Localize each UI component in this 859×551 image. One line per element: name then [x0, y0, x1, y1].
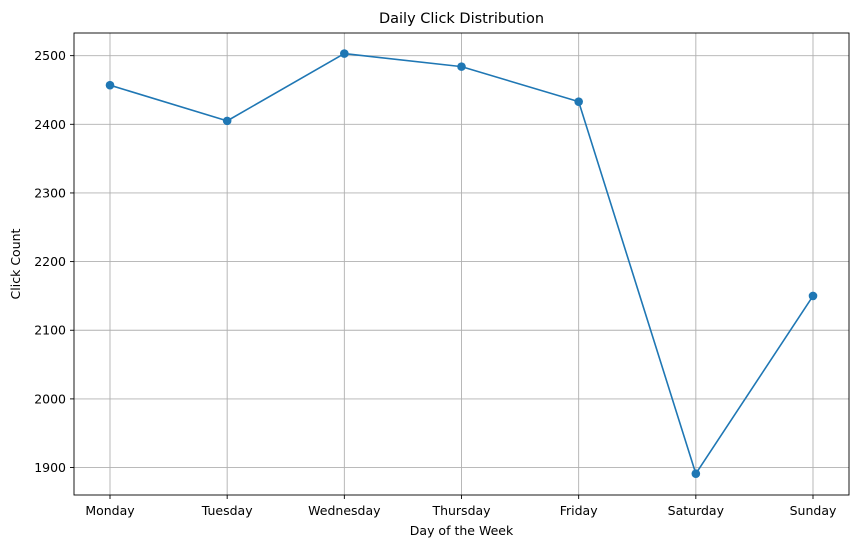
y-tick-label: 2000	[34, 391, 66, 406]
y-tick-label: 1900	[34, 460, 66, 475]
x-tick-label: Sunday	[790, 503, 837, 518]
x-tick-label: Saturday	[668, 503, 725, 518]
data-point-marker	[574, 97, 583, 106]
y-tick-label: 2500	[34, 48, 66, 63]
y-tick-label: 2200	[34, 254, 66, 269]
axes	[70, 32, 850, 499]
data-point-marker	[105, 80, 115, 90]
chart-title: Daily Click Distribution	[379, 11, 544, 27]
grid-lines	[74, 33, 849, 495]
data-point-marker	[222, 116, 232, 126]
x-tick-label: Thursday	[431, 503, 491, 518]
tick-labels: Monday Tuesday Wednesday Thursday Friday Satu…	[34, 48, 837, 518]
x-tick-label: Wednesday	[308, 503, 381, 518]
y-tick-label: 2400	[34, 117, 66, 132]
data-point-marker	[691, 469, 701, 479]
x-tick-label: Friday	[560, 503, 598, 518]
y-tick-label: 2300	[34, 185, 66, 200]
y-tick-label: 2100	[34, 323, 66, 338]
y-axis-label: Click Count	[8, 228, 23, 299]
x-axis-label: Day of the Week	[410, 523, 514, 538]
data-point-marker	[808, 291, 818, 301]
x-tick-label: Monday	[85, 503, 135, 518]
data-point-marker	[457, 62, 466, 71]
data-point-marker	[340, 49, 349, 58]
series-layer	[105, 49, 818, 479]
x-tick-label: Tuesday	[201, 503, 253, 518]
